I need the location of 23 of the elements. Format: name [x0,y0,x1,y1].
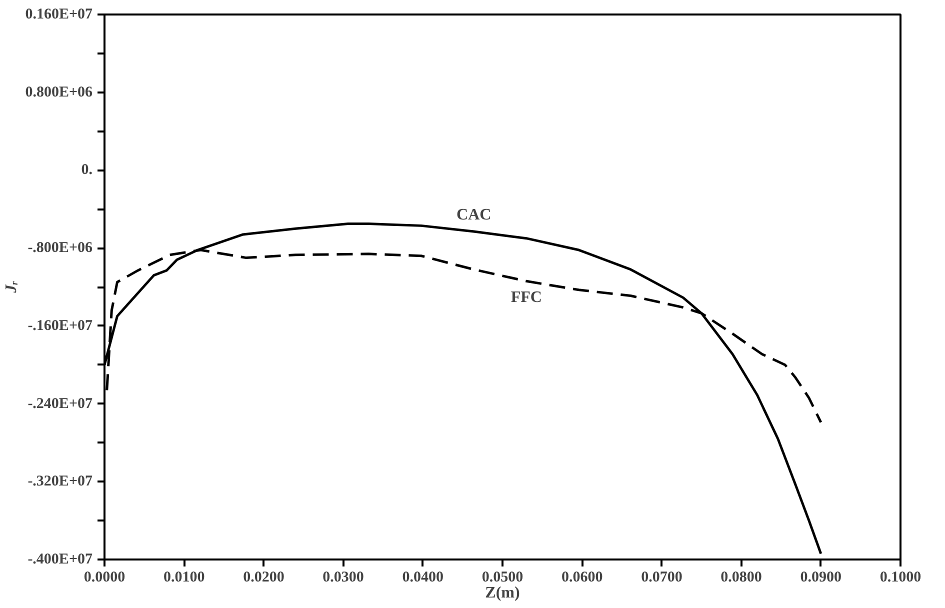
x-tick-label: 0.0000 [84,570,126,586]
x-tick-label: 0.0600 [561,570,603,586]
x-tick-label: 0.0500 [482,570,524,586]
x-tick-label: 0.0300 [322,570,364,586]
series-label: CAC [456,206,492,224]
y-tick-label: -.400E+07 [28,552,93,568]
y-axis-title: Jᵣ [3,280,20,294]
y-tick-label: -.160E+07 [28,318,93,334]
y-tick-label: 0.160E+07 [25,6,93,22]
y-tick-label: -.320E+07 [28,474,93,490]
x-tick-label: 0.0100 [163,570,205,586]
series-label: FFC [510,289,542,306]
y-tick-label: 0.800E+06 [25,84,93,100]
x-tick-label: 0.0400 [402,570,444,586]
x-tick-label: 0.0200 [243,570,284,586]
x-tick-label: 0.0800 [720,570,762,586]
x-tick-label: 0.1000 [880,570,922,586]
y-tick-label: -.240E+07 [28,396,93,412]
y-tick-label: -.800E+06 [28,240,93,256]
x-tick-label: 0.0700 [641,570,682,586]
x-tick-label: 0.0900 [800,570,842,586]
y-tick-label: 0. [81,162,93,178]
x-axis-title: Z(m) [485,584,520,602]
